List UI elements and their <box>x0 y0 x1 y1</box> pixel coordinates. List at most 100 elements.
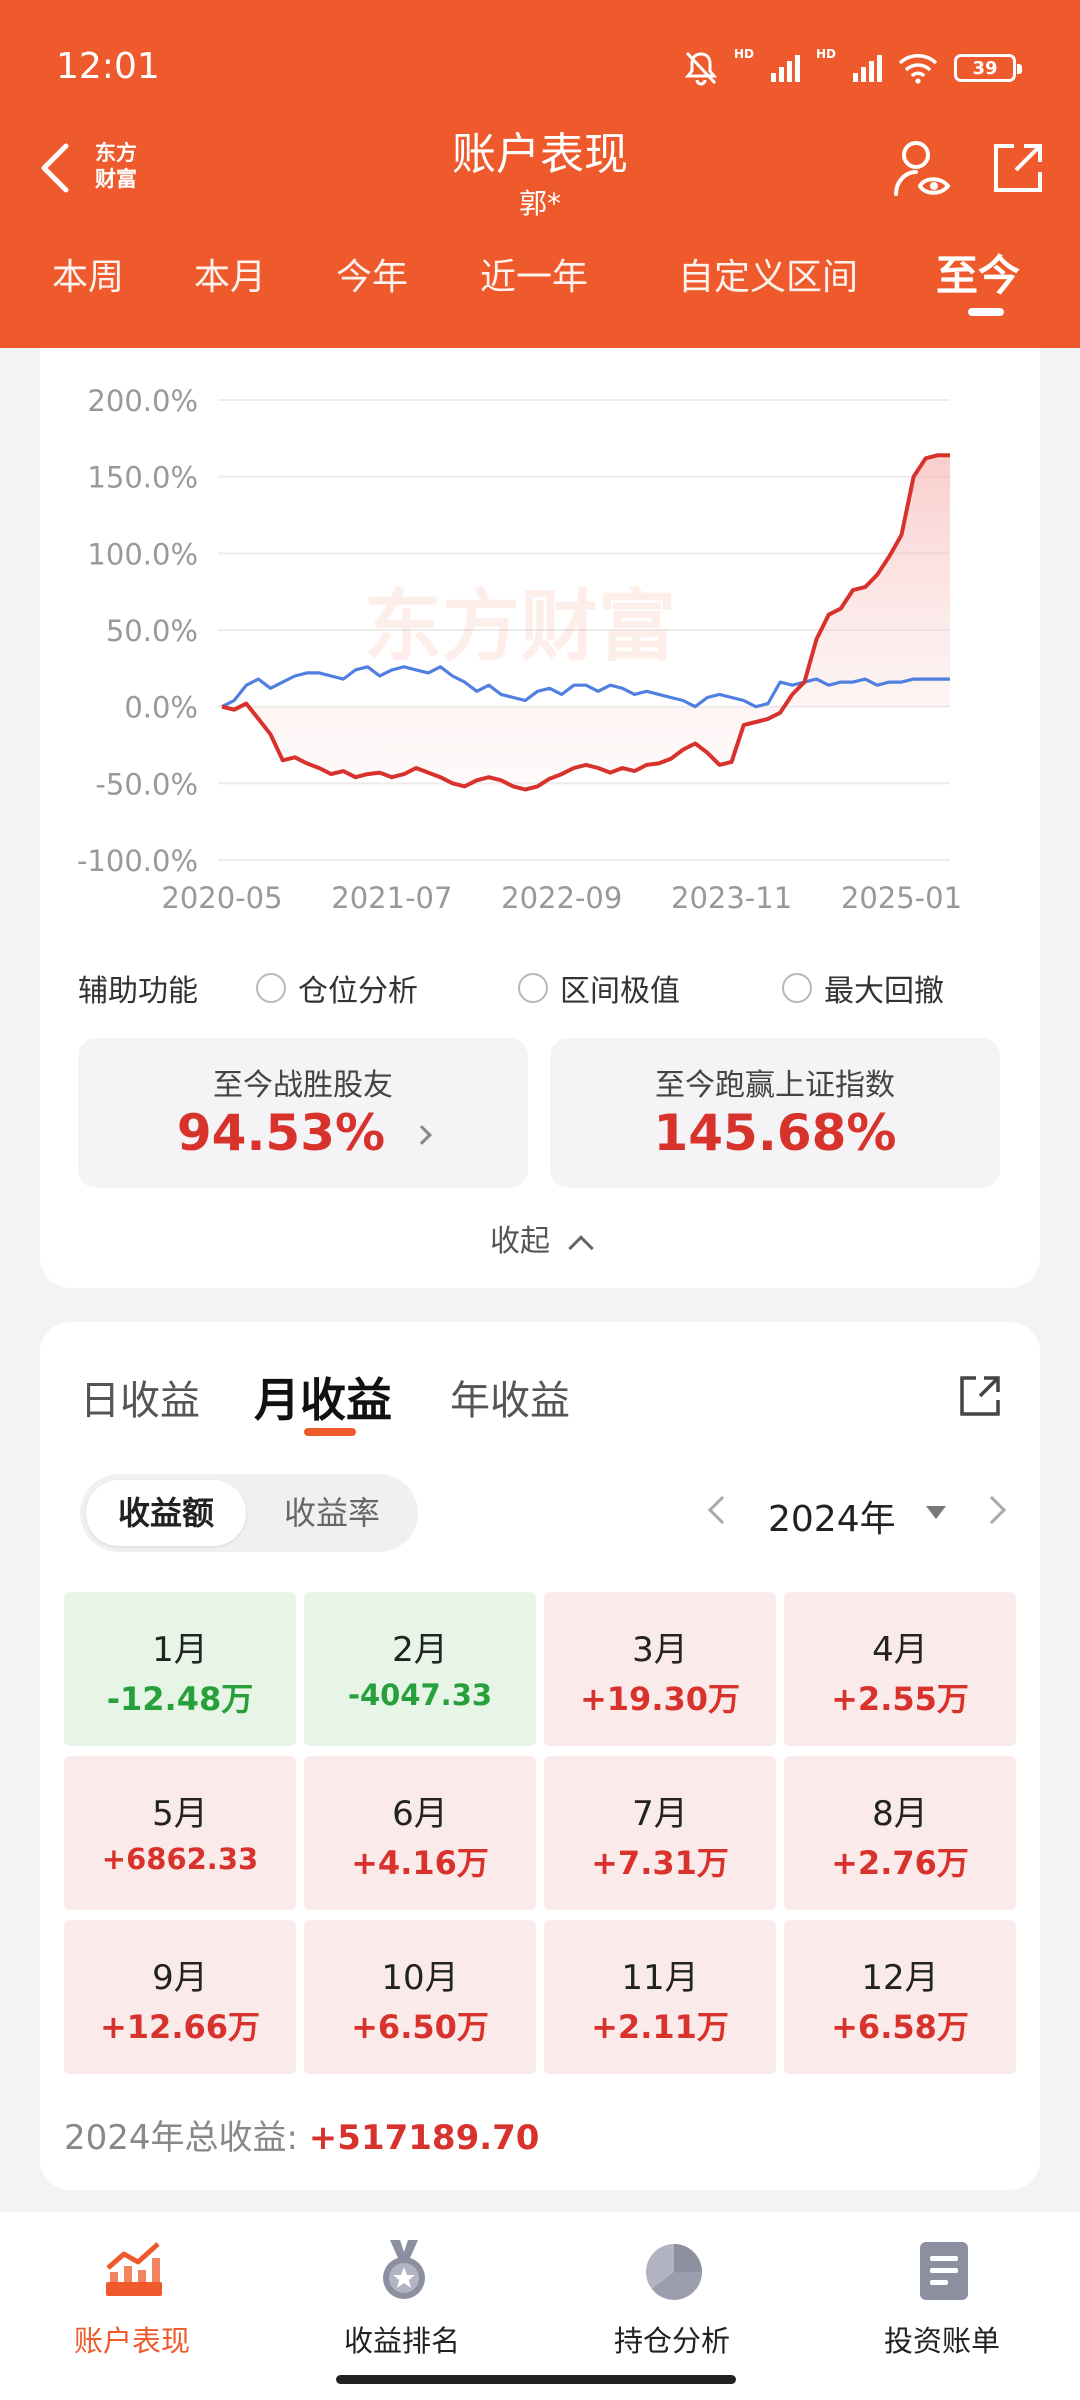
month-label: 1月 <box>152 1630 208 1670</box>
month-cell[interactable]: 10月 +6.50万 <box>304 1920 536 2074</box>
month-cell[interactable]: 11月 +2.11万 <box>544 1920 776 2074</box>
y-tick-label: 200.0% <box>87 384 198 418</box>
y-tick-label: 50.0% <box>106 614 198 648</box>
earnings-tab-indicator <box>304 1428 356 1436</box>
stat-value: 94.53% <box>78 1104 528 1162</box>
x-tick-label: 2023-11 <box>671 881 792 915</box>
chevron-right-icon <box>412 1125 433 1145</box>
month-cell[interactable]: 9月 +12.66万 <box>64 1920 296 2074</box>
tab-to-date[interactable]: 至今 <box>936 251 1021 300</box>
collapse-label: 收起 <box>490 1224 550 1259</box>
y-tick-label: 100.0% <box>87 537 198 571</box>
y-tick-label: 0.0% <box>124 691 198 725</box>
segment-rate[interactable]: 收益率 <box>283 1494 380 1532</box>
month-cell[interactable]: 12月 +6.58万 <box>784 1920 1016 2074</box>
month-cell[interactable]: 5月 +6862.33 <box>64 1756 296 1910</box>
signal-icon-2 <box>853 55 882 82</box>
wifi-icon <box>898 54 938 84</box>
x-tick-label: 2025-01 <box>841 881 962 915</box>
y-tick-label: -50.0% <box>95 767 198 801</box>
month-cell[interactable]: 4月 +2.55万 <box>784 1592 1016 1746</box>
month-cell[interactable]: 1月 -12.48万 <box>64 1592 296 1746</box>
x-tick-label: 2021-07 <box>331 881 452 915</box>
battery-level: 39 <box>972 57 998 79</box>
radio-icon[interactable] <box>256 973 286 1003</box>
header: 12:01 HD HD 39 东方 财富 账户表现 郭* 本周 本月 今年 近一… <box>0 0 1080 348</box>
nav-earnings-ranking[interactable]: 收益排名 <box>302 2230 502 2360</box>
tab-last-year[interactable]: 近一年 <box>480 257 589 298</box>
tab-custom-range[interactable]: 自定义区间 <box>678 257 859 298</box>
month-label: 3月 <box>632 1630 688 1670</box>
month-value: +2.55万 <box>831 1680 969 1718</box>
month-cell[interactable]: 7月 +7.31万 <box>544 1756 776 1910</box>
user-eye-icon[interactable] <box>892 138 952 200</box>
month-label: 9月 <box>152 1958 208 1998</box>
tab-daily-earnings[interactable]: 日收益 <box>80 1378 200 1424</box>
month-value: +4.16万 <box>351 1844 489 1882</box>
dropdown-triangle-icon[interactable] <box>926 1506 946 1519</box>
beat-index-value: 145.68% <box>653 1104 897 1162</box>
radio-icon[interactable] <box>782 973 812 1003</box>
month-cell[interactable]: 3月 +19.30万 <box>544 1592 776 1746</box>
account-name: 郭* <box>518 187 561 220</box>
max-drawdown-option[interactable]: 最大回撤 <box>782 966 944 1010</box>
tab-yearly-earnings[interactable]: 年收益 <box>450 1378 570 1424</box>
month-label: 2月 <box>392 1630 448 1670</box>
index-series-line <box>221 665 950 709</box>
month-cell[interactable]: 6月 +4.16万 <box>304 1756 536 1910</box>
collapse-button[interactable]: 收起 <box>0 1216 1080 1261</box>
portfolio-series-line <box>221 453 950 792</box>
month-label: 12月 <box>861 1958 939 1998</box>
range-extremes-option[interactable]: 区间极值 <box>518 966 680 1010</box>
option-label: 最大回撤 <box>824 974 944 1009</box>
prev-year-icon[interactable] <box>707 1495 737 1525</box>
logo-line-1: 东方 <box>95 141 137 165</box>
monthly-earnings-grid: 1月 -12.48万 2月 -4047.33 3月 +19.30万 4月 +2.55万 5月 +6… <box>64 1592 1016 2076</box>
month-label: 6月 <box>392 1794 448 1834</box>
nav-account-performance[interactable]: 账户表现 <box>32 2230 232 2360</box>
next-year-icon[interactable] <box>977 1495 1007 1525</box>
hd-label-2: HD <box>815 47 836 61</box>
month-value: +6.50万 <box>351 2008 489 2046</box>
month-label: 10月 <box>381 1958 459 1998</box>
battery-icon: 39 <box>954 54 1022 82</box>
month-cell[interactable]: 8月 +2.76万 <box>784 1756 1016 1910</box>
nav-holdings-analysis[interactable]: 持仓分析 <box>572 2230 772 2360</box>
tab-this-year[interactable]: 今年 <box>336 257 409 298</box>
month-cell[interactable]: 2月 -4047.33 <box>304 1592 536 1746</box>
signal-icon-1 <box>770 55 800 82</box>
x-tick-label: 2020-05 <box>161 881 282 915</box>
nav-label: 持仓分析 <box>613 2324 730 2358</box>
month-value: +7.31万 <box>591 1844 729 1882</box>
tab-this-month[interactable]: 本月 <box>194 257 267 298</box>
yearly-total: 2024年总收益: +517189.70 <box>64 2110 539 2159</box>
export-share-icon[interactable] <box>956 1372 1004 1420</box>
return-line-chart: 东方财富 200.0% 150.0% 100.0% 50.0% 0.0% -50.0% -1… <box>77 384 962 915</box>
month-value: -4047.33 <box>347 1678 493 1712</box>
year-selector: 2024年 <box>700 1484 1010 1544</box>
month-value: -12.48万 <box>106 1680 254 1718</box>
beat-peers-stat[interactable]: 至今战胜股友 94.53% <box>78 1038 528 1188</box>
bottom-nav: 账户表现 收益排名 持仓分析 投资账单 <box>0 2212 1080 2400</box>
aux-functions: 辅助功能 仓位分析 区间极值 最大回撤 <box>78 964 1008 1010</box>
bill-icon <box>920 2242 968 2300</box>
nav-investment-bill[interactable]: 投资账单 <box>842 2230 1042 2360</box>
segment-amount[interactable]: 收益额 <box>86 1480 246 1546</box>
radio-icon[interactable] <box>518 973 548 1003</box>
month-value: +2.11万 <box>591 2008 729 2046</box>
month-label: 5月 <box>152 1794 208 1834</box>
period-tabs: 本周 本月 今年 近一年 自定义区间 至今 <box>0 248 1080 318</box>
year-value[interactable]: 2024年 <box>768 1499 896 1540</box>
position-analysis-option[interactable]: 仓位分析 <box>256 966 418 1010</box>
nav-label: 收益排名 <box>343 2324 460 2358</box>
home-indicator <box>336 2375 736 2384</box>
tab-monthly-earnings[interactable]: 月收益 <box>254 1373 392 1427</box>
back-arrow-icon[interactable] <box>36 140 76 196</box>
amount-rate-segment: 收益额 收益率 <box>80 1474 418 1552</box>
share-icon[interactable] <box>990 140 1046 196</box>
logo-line-2: 财富 <box>95 167 137 191</box>
beat-index-stat: 至今跑赢上证指数 145.68% <box>550 1038 1000 1188</box>
eastmoney-logo: 东方 财富 <box>90 140 142 196</box>
status-time: 12:01 <box>56 46 160 87</box>
tab-this-week[interactable]: 本周 <box>52 257 125 298</box>
